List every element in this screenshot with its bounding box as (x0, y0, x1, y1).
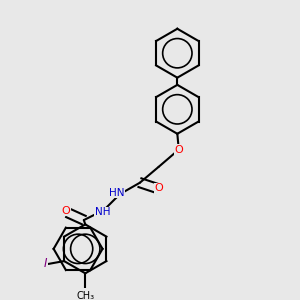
Text: NH: NH (95, 207, 110, 217)
Text: O: O (154, 183, 163, 194)
Text: O: O (61, 206, 70, 216)
Text: CH₃: CH₃ (76, 291, 94, 300)
Text: I: I (44, 257, 47, 271)
Text: O: O (174, 145, 183, 154)
Text: HN: HN (109, 188, 124, 198)
